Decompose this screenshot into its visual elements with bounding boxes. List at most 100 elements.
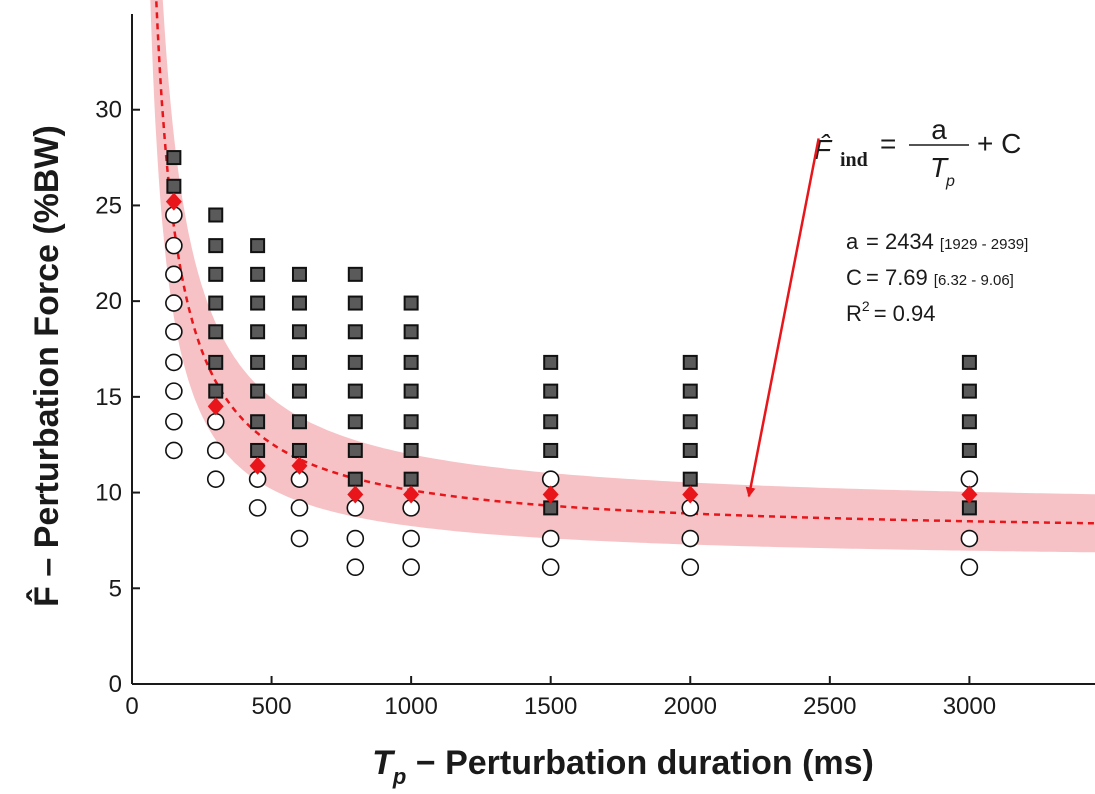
diamond-point	[347, 485, 364, 504]
circle-point	[541, 470, 560, 488]
square-point	[403, 471, 419, 487]
square-point	[682, 471, 698, 487]
equation-denominator: T	[930, 152, 949, 183]
fit-line	[155, 0, 1095, 525]
circle-point	[402, 558, 420, 577]
circle-point	[165, 441, 183, 460]
square-point	[347, 471, 363, 487]
square-point	[250, 238, 266, 254]
x-tick-label: 2000	[664, 693, 717, 720]
stat-r2-value: = 0.94	[874, 301, 936, 326]
equation-lhs-subscript: ind	[840, 149, 868, 171]
stat-a-value: = 2434	[866, 229, 934, 254]
circle-point	[346, 529, 365, 548]
square-point	[347, 383, 363, 399]
x-axis-title-subscript: p	[392, 764, 406, 789]
diamond-point	[207, 397, 224, 416]
fit-equation: F̂ ind = a T p + C	[814, 114, 1021, 190]
y-tick-label: 5	[109, 575, 122, 602]
diamond-point	[403, 485, 420, 504]
square-point	[291, 354, 307, 370]
square-point	[543, 383, 559, 399]
square-point	[403, 383, 419, 399]
x-tick-label: 500	[252, 693, 292, 720]
fit-stats: a = 2434 [1929 - 2939] C = 7.69 [6.32 - 9.06…	[846, 229, 1028, 326]
stat-a-ci: [1929 - 2939]	[940, 236, 1028, 253]
square-point	[347, 414, 363, 430]
circle-point	[290, 529, 309, 548]
square-point	[961, 414, 977, 430]
circle-point	[165, 382, 183, 400]
square-point	[347, 442, 363, 458]
square-point	[347, 295, 363, 311]
circle-point	[165, 322, 183, 341]
square-point	[682, 414, 698, 430]
square-point	[166, 178, 182, 194]
circle-point	[165, 294, 183, 312]
y-tick-label: 20	[95, 288, 122, 315]
diamond-point	[291, 456, 308, 475]
square-point	[208, 266, 224, 282]
square-point	[250, 383, 266, 399]
square-point	[961, 442, 977, 458]
circle-point	[681, 558, 700, 577]
square-point	[208, 238, 224, 254]
circle-point	[206, 441, 225, 460]
stat-c-value: = 7.69	[866, 265, 928, 290]
x-tick-label: 1000	[384, 693, 437, 720]
y-tick-label: 0	[109, 671, 122, 698]
circle-point	[960, 529, 979, 548]
diamond-point	[682, 485, 699, 504]
square-point	[250, 354, 266, 370]
stat-a-label: a	[846, 229, 859, 254]
square-point	[291, 324, 307, 340]
y-tick-label: 25	[95, 192, 122, 219]
square-point	[403, 324, 419, 340]
square-point	[347, 354, 363, 370]
stat-r2-sup: 2	[862, 298, 870, 314]
square-point	[250, 295, 266, 311]
square-point	[291, 266, 307, 282]
square-point	[961, 354, 977, 370]
x-tick-label: 2500	[803, 693, 856, 720]
x-tick-label: 0	[125, 693, 138, 720]
diamond-point	[165, 192, 182, 211]
x-axis-title: Tp − Perturbation duration (ms)	[372, 744, 874, 789]
square-point	[403, 414, 419, 430]
equation-denominator-subscript: p	[945, 173, 955, 190]
confidence-band-area	[150, 0, 1095, 553]
circle-point	[346, 558, 365, 577]
square-point	[291, 295, 307, 311]
x-tick-label: 3000	[943, 693, 996, 720]
x-axis-title-symbol: T	[372, 744, 396, 782]
square-point	[208, 324, 224, 340]
circle-point	[960, 558, 979, 577]
square-point	[403, 295, 419, 311]
circle-point	[541, 529, 560, 548]
axis-ticks: 0 500 1000 1500 2000 2500 3000 0 5 10 15 20 25 30	[95, 97, 996, 720]
square-point	[543, 414, 559, 430]
square-point	[961, 383, 977, 399]
circle-point	[206, 470, 225, 488]
annotation-arrow	[745, 138, 820, 498]
stat-c: C = 7.69 [6.32 - 9.06]	[846, 265, 1014, 290]
y-tick-label: 15	[95, 384, 122, 411]
square-point	[208, 207, 224, 223]
square-point	[403, 442, 419, 458]
circle-point	[248, 499, 267, 517]
circle-point	[165, 412, 183, 431]
circle-point	[402, 529, 420, 548]
square-point	[682, 383, 698, 399]
stat-r2-label: R	[846, 301, 862, 326]
circle-point	[681, 529, 700, 548]
circle-point	[165, 236, 183, 255]
square-point	[543, 442, 559, 458]
square-point	[250, 324, 266, 340]
square-point	[250, 442, 266, 458]
square-point	[208, 383, 224, 399]
confidence-band	[150, 0, 1095, 553]
stat-c-label: C	[846, 265, 862, 290]
circle-point	[960, 470, 979, 488]
stat-r2: R2 = 0.94	[846, 298, 935, 326]
